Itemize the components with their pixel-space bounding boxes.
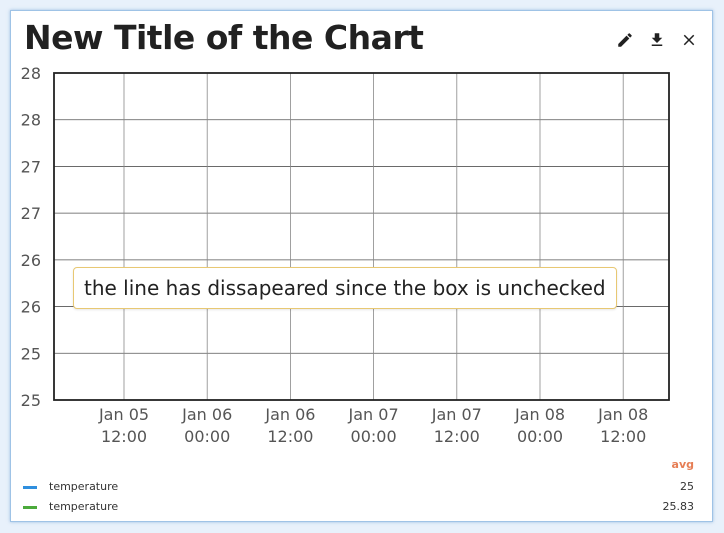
y-tick-label: 27	[21, 157, 41, 176]
legend-item-value: 25.83	[662, 500, 695, 513]
chart-annotation: the line has dissapeared since the box i…	[73, 267, 617, 309]
chart-title: New Title of the Chart	[24, 18, 424, 57]
y-tick-label: 27	[21, 204, 41, 223]
x-tick-label: Jan 07	[431, 405, 482, 424]
legend-item[interactable]: temperature 25	[11, 478, 714, 496]
download-button[interactable]	[646, 29, 668, 51]
x-tick-label: Jan 08	[514, 405, 565, 424]
x-tick-label: Jan 06	[264, 405, 315, 424]
x-tick-label: 12:00	[434, 427, 480, 446]
x-tick-label: Jan 05	[98, 405, 149, 424]
x-tick-label: 12:00	[101, 427, 147, 446]
chart-plot: 28 28 27 27 26 26 25 25 Jan 05 12:00 Jan 06 00:00 Ja…	[21, 64, 670, 446]
x-tick-label: 12:00	[600, 427, 646, 446]
plot-frame	[53, 72, 670, 401]
legend-item-value: 25	[680, 480, 694, 493]
x-tick-label: Jan 06	[181, 405, 232, 424]
y-tick-label: 28	[21, 64, 41, 83]
legend-item-name: temperature	[49, 480, 119, 493]
y-tick-label: 26	[21, 298, 41, 317]
x-tick-label: 12:00	[267, 427, 313, 446]
chart-card: New Title of the Chart 28 28 27 27 26 26 25 25 J…	[10, 10, 713, 522]
close-button[interactable]	[678, 29, 700, 51]
close-icon	[683, 34, 695, 46]
y-tick-label: 25	[21, 391, 41, 410]
x-tick-label: 00:00	[351, 427, 397, 446]
edit-button[interactable]	[614, 29, 636, 51]
y-tick-label: 26	[21, 251, 41, 270]
legend-swatch	[23, 486, 37, 489]
x-tick-label: Jan 07	[348, 405, 399, 424]
y-tick-label: 25	[21, 344, 41, 363]
legend-item[interactable]: temperature 25.83	[11, 498, 714, 516]
y-tick-label: 28	[21, 111, 41, 130]
download-icon	[651, 33, 663, 46]
x-tick-label: 00:00	[184, 427, 230, 446]
pencil-icon	[618, 33, 632, 47]
x-tick-label: 00:00	[517, 427, 563, 446]
legend-swatch	[23, 506, 37, 509]
legend-item-name: temperature	[49, 500, 119, 513]
legend-stat-header: avg	[671, 458, 694, 471]
chart-toolbar	[614, 29, 700, 51]
x-tick-label: Jan 08	[597, 405, 648, 424]
